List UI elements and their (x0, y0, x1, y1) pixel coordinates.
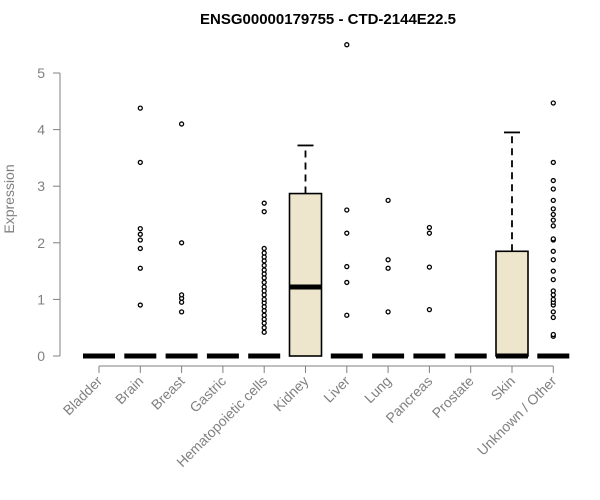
x-tick-label: Breast (148, 373, 188, 413)
outlier-point (550, 100, 556, 106)
outlier-point (550, 331, 556, 338)
x-tick-label: Lung (361, 373, 394, 406)
outlier-point (344, 263, 350, 270)
y-tick-label: 5 (37, 65, 45, 81)
outlier-point (550, 236, 556, 242)
outlier-point (385, 257, 391, 263)
box-body (495, 250, 529, 357)
box-pancreas (413, 224, 446, 359)
outlier-point (550, 288, 556, 294)
y-axis-label: Expression (1, 164, 17, 233)
outlier-point (426, 264, 433, 270)
outlier-point (550, 276, 556, 283)
outlier-point (137, 302, 143, 308)
y-tick-label: 2 (37, 235, 45, 251)
outlier-point (426, 306, 433, 313)
outlier-point (426, 224, 433, 231)
outlier-point (137, 159, 143, 166)
outlier-point (261, 262, 267, 269)
box-skin (495, 131, 529, 359)
y-tick-label: 1 (37, 291, 45, 307)
outlier-point (344, 42, 350, 48)
box-unknown-other (537, 100, 570, 359)
y-tick-label: 3 (37, 178, 45, 194)
outlier-point (550, 296, 556, 303)
outlier-point (344, 279, 350, 286)
outlier-point (550, 223, 556, 229)
outlier-point (550, 217, 556, 223)
outlier-point (550, 206, 556, 212)
outlier-point (550, 268, 556, 274)
outlier-point (261, 245, 267, 252)
outlier-point (137, 265, 143, 271)
box-hematopoietic-cells (248, 200, 281, 359)
x-tick-label: Prostate (429, 373, 477, 421)
box-brain (124, 105, 157, 359)
outlier-point (261, 209, 267, 215)
outlier-point (178, 292, 185, 298)
outlier-point (137, 237, 143, 243)
outlier-point (550, 257, 556, 263)
outlier-point (426, 230, 433, 236)
outlier-point (550, 186, 556, 192)
outlier-point (344, 312, 350, 318)
box-breast (165, 121, 198, 359)
y-axis: 0 1 2 3 4 5 (37, 65, 61, 364)
outlier-point (261, 325, 267, 331)
outlier-point (178, 309, 185, 315)
x-tick-label: Skin (488, 373, 519, 404)
y-tick-label: 4 (37, 122, 45, 138)
outlier-point (550, 309, 556, 315)
outlier-point (137, 231, 143, 237)
x-tick-label: Brain (112, 373, 146, 407)
outlier-point (137, 245, 143, 252)
outlier-point (550, 211, 556, 218)
outlier-point (344, 230, 350, 236)
outlier-point (385, 265, 391, 271)
outlier-point (261, 250, 267, 256)
box-body (288, 192, 323, 357)
outlier-point (385, 309, 391, 315)
outlier-point (550, 159, 556, 166)
outlier-point (261, 200, 267, 206)
outlier-point (550, 314, 556, 321)
outlier-point (550, 248, 556, 254)
y-tick-label: 0 (37, 348, 45, 364)
outlier-point (178, 240, 185, 246)
x-tick-label: Kidney (270, 373, 312, 415)
outlier-point (137, 105, 143, 111)
x-tick-label: Liver (320, 373, 353, 406)
outlier-point (178, 121, 185, 127)
outlier-point (261, 279, 267, 286)
outlier-point (261, 267, 267, 273)
outlier-point (261, 312, 267, 318)
outlier-point (261, 329, 267, 335)
x-tick-label: Bladder (60, 373, 106, 419)
box-lung (372, 197, 405, 359)
box-kidney (288, 144, 323, 357)
outlier-point (344, 207, 350, 213)
outlier-point (385, 197, 391, 204)
box-liver (330, 42, 363, 359)
outlier-point (261, 296, 267, 303)
box-series (83, 42, 570, 359)
outlier-point (261, 284, 267, 290)
outlier-point (137, 225, 143, 232)
outlier-point (550, 177, 556, 184)
chart-title: ENSG00000179755 - CTD-2144E22.5 (200, 11, 456, 28)
outlier-point (550, 197, 556, 204)
